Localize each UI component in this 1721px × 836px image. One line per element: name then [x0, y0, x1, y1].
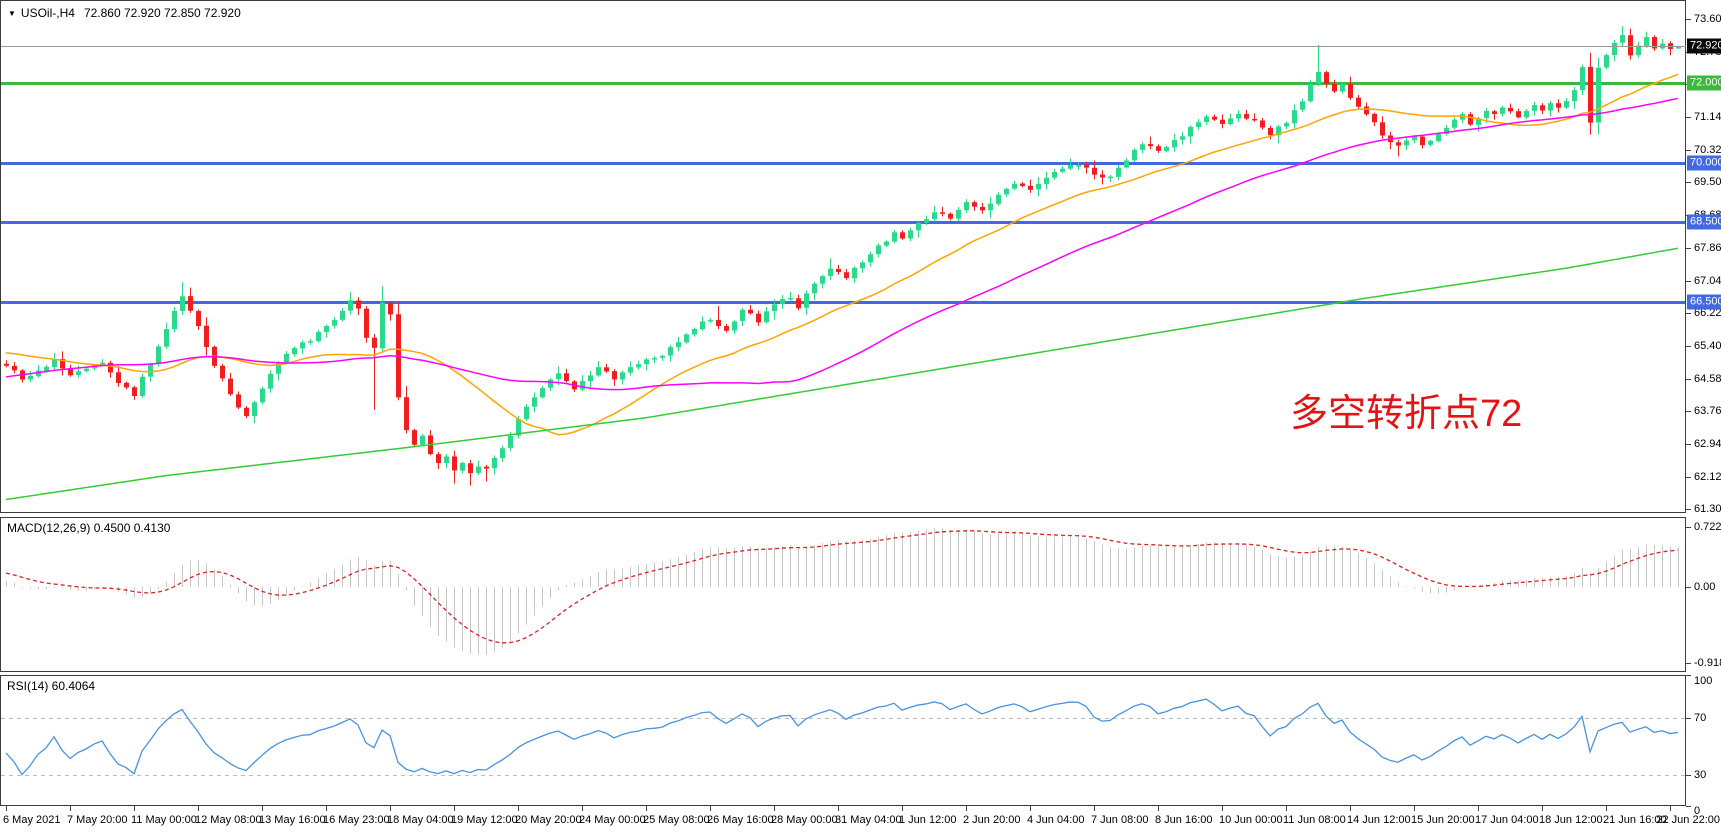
- chevron-down-icon[interactable]: ▼: [8, 9, 16, 18]
- x-axis-tick-label: 17 Jun 04:00: [1475, 814, 1539, 826]
- x-axis-tick-label: 10 Jun 00:00: [1219, 814, 1283, 826]
- chart-annotation-text: 多空转折点72: [1290, 393, 1523, 435]
- y-axis-tick-label: 70.320: [1694, 143, 1721, 156]
- rsi-indicator-label: RSI(14) 60.4064: [7, 679, 96, 693]
- x-axis-tick-label: 14 Jun 12:00: [1347, 814, 1411, 826]
- x-axis-tick-label: 26 May 16:00: [707, 814, 774, 826]
- y-axis-tick-label: 62.940: [1694, 438, 1721, 451]
- y-axis-tick-label: 73.600: [1694, 12, 1721, 25]
- x-axis-tick-label: 7 Jun 08:00: [1091, 814, 1149, 826]
- x-axis-tick-label: 16 May 23:00: [323, 814, 390, 826]
- x-axis-tick-label: 2 Jun 20:00: [963, 814, 1021, 826]
- rsi-axis-tick-label: 0: [1694, 805, 1701, 817]
- x-axis-tick-label: 24 May 00:00: [579, 814, 646, 826]
- y-axis-tick-label: 66.220: [1694, 307, 1721, 320]
- x-axis-tick-label: 4 Jun 04:00: [1027, 814, 1085, 826]
- x-axis-tick-label: 12 May 08:00: [195, 814, 262, 826]
- y-axis-tick-label: 67.860: [1694, 241, 1721, 254]
- rsi-axis-tick-label: 100: [1694, 675, 1713, 688]
- symbol-title: ▼ USOil-,H4 72.860 72.920 72.850 72.920: [8, 6, 241, 20]
- macd-axis-tick-label: 0.00: [1694, 580, 1716, 593]
- x-axis-tick-label: 11 Jun 08:00: [1283, 814, 1346, 826]
- x-axis-tick-label: 25 May 08:00: [643, 814, 710, 826]
- y-axis-tick-label: 67.040: [1694, 274, 1721, 287]
- x-axis-tick-label: 13 May 16:00: [259, 814, 326, 826]
- price-level-badge: 70.000: [1687, 155, 1721, 171]
- x-axis-tick-label: 11 May 00:00: [131, 814, 197, 826]
- price-level-badge: 68.500: [1687, 214, 1721, 230]
- rsi-axis-tick-label: 30: [1694, 768, 1707, 781]
- x-axis-tick-label: 21 Jun 16:00: [1603, 814, 1667, 826]
- macd-axis-tick-label: 0.7229: [1694, 520, 1721, 533]
- y-axis-tick-label: 71.140: [1694, 111, 1721, 124]
- current-price-badge: 72.920: [1687, 38, 1721, 54]
- rsi-axis-tick-label: 70: [1694, 712, 1707, 724]
- macd-axis-tick-label: -0.9185: [1694, 657, 1721, 670]
- symbol-label: USOil-,H4: [20, 6, 75, 20]
- x-axis-tick-label: 7 May 20:00: [67, 814, 128, 826]
- x-axis-tick-label: 6 May 2021: [3, 814, 61, 826]
- x-axis-tick-label: 18 Jun 12:00: [1539, 814, 1603, 826]
- ohlc-readout: 72.860 72.920 72.850 72.920: [83, 6, 241, 20]
- y-axis-tick-label: 64.580: [1694, 372, 1721, 385]
- x-axis-tick-label: 15 Jun 20:00: [1411, 814, 1475, 826]
- x-axis-tick-label: 20 May 20:00: [515, 814, 582, 826]
- x-axis-tick-label: 28 May 00:00: [771, 814, 838, 826]
- y-axis-tick-label: 69.500: [1694, 176, 1721, 189]
- price-level-badge: 72.000: [1687, 75, 1721, 91]
- y-axis-tick-label: 65.400: [1694, 339, 1721, 352]
- y-axis-tick-label: 61.300: [1694, 503, 1721, 516]
- y-axis-tick-label: 63.760: [1694, 405, 1721, 418]
- macd-indicator-label: MACD(12,26,9) 0.4500 0.4130: [7, 521, 171, 535]
- x-axis-tick-label: 31 May 04:00: [835, 814, 902, 826]
- x-axis-tick-label: 8 Jun 16:00: [1155, 814, 1213, 826]
- y-axis-tick-label: 62.120: [1694, 470, 1721, 483]
- x-axis-tick-label: 1 Jun 12:00: [899, 814, 957, 826]
- x-axis-tick-label: 18 May 04:00: [387, 814, 454, 826]
- x-axis-tick-label: 19 May 12:00: [451, 814, 518, 826]
- price-level-badge: 66.500: [1687, 294, 1721, 310]
- x-axis-tick-label: 22 Jun 22:00: [1656, 814, 1720, 826]
